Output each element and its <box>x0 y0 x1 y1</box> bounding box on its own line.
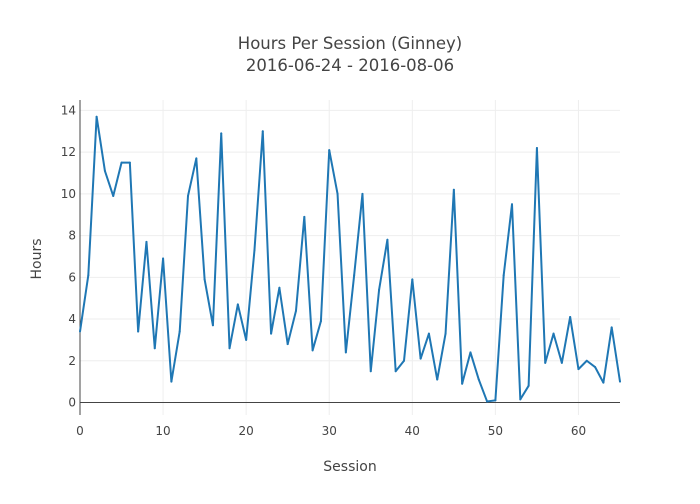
series-line <box>79 115 621 403</box>
chart-subtitle: 2016-06-24 - 2016-08-06 <box>245 56 455 75</box>
data-point <box>162 257 165 260</box>
data-point <box>403 359 405 362</box>
data-point <box>328 149 331 152</box>
series-hours <box>79 115 621 403</box>
data-point <box>153 347 156 350</box>
data-point <box>245 338 248 341</box>
data-point <box>527 384 530 387</box>
data-point <box>378 288 381 291</box>
data-point <box>494 399 497 402</box>
x-tick-label: 20 <box>239 424 254 438</box>
data-point <box>187 194 189 197</box>
x-tick-label: 50 <box>488 424 503 438</box>
data-point <box>502 274 505 277</box>
data-point <box>128 161 131 164</box>
data-point <box>137 330 140 333</box>
data-point <box>87 274 90 277</box>
data-point <box>286 343 289 346</box>
data-point <box>211 324 214 327</box>
data-point <box>178 330 181 333</box>
data-point <box>120 161 123 164</box>
data-point <box>535 146 538 149</box>
data-point <box>361 192 364 195</box>
y-tick-label: 12 <box>61 145 76 159</box>
data-point <box>261 130 264 133</box>
data-point <box>270 332 273 335</box>
data-point <box>594 366 597 369</box>
data-point <box>353 274 356 277</box>
data-point <box>336 192 339 195</box>
tick-labels: 0 10 20 30 40 50 60 0 2 4 6 8 10 12 14 <box>61 103 586 438</box>
data-point <box>103 169 106 172</box>
data-point <box>112 194 115 197</box>
x-axis-label: Session <box>323 459 376 475</box>
data-point <box>560 361 563 364</box>
x-tick-label: 60 <box>571 424 586 438</box>
data-point <box>610 326 613 329</box>
data-point <box>469 351 472 354</box>
data-point <box>145 240 148 243</box>
x-tick-label: 0 <box>76 424 84 438</box>
data-point <box>419 357 422 360</box>
data-point <box>486 400 489 403</box>
chart-title: Hours Per Session (Ginney) <box>237 34 463 53</box>
data-point <box>585 359 588 362</box>
y-tick-label: 6 <box>68 270 76 284</box>
data-point <box>344 351 347 354</box>
data-point <box>427 332 430 335</box>
y-tick-label: 0 <box>68 395 76 409</box>
data-point <box>519 398 522 401</box>
data-point <box>228 347 231 350</box>
y-tick-label: 14 <box>61 103 76 117</box>
data-point <box>552 332 555 335</box>
data-point <box>436 378 439 381</box>
data-point <box>444 332 447 335</box>
data-point <box>95 115 98 118</box>
data-point <box>411 278 414 281</box>
data-point <box>203 278 206 281</box>
data-point <box>220 132 223 135</box>
data-point <box>79 330 81 333</box>
data-point <box>170 380 173 383</box>
data-point <box>394 370 397 373</box>
data-point <box>386 238 389 241</box>
data-point <box>236 303 239 306</box>
x-tick-label: 30 <box>322 424 337 438</box>
data-point <box>452 188 455 191</box>
data-point <box>278 286 281 289</box>
data-point <box>319 320 322 323</box>
data-point <box>577 368 580 371</box>
data-point <box>511 203 513 206</box>
data-point <box>295 309 297 312</box>
data-point <box>195 157 198 160</box>
data-point <box>311 349 314 352</box>
y-tick-label: 10 <box>61 187 76 201</box>
data-point <box>544 361 547 364</box>
data-point <box>253 249 256 252</box>
x-tick-label: 10 <box>155 424 170 438</box>
y-tick-label: 2 <box>68 354 76 368</box>
data-point <box>303 215 306 218</box>
data-point <box>569 315 572 318</box>
y-tick-label: 8 <box>68 229 76 243</box>
axes <box>79 100 620 415</box>
grid-lines <box>80 100 620 415</box>
y-tick-label: 4 <box>68 312 76 326</box>
data-point <box>461 382 464 385</box>
data-point <box>369 370 372 373</box>
data-point <box>477 378 480 381</box>
chart-title-block: Hours Per Session (Ginney) 2016-06-24 - … <box>0 33 700 77</box>
y-axis-label: Hours <box>29 238 45 279</box>
data-point <box>619 380 621 383</box>
data-point <box>602 381 605 384</box>
x-tick-label: 40 <box>405 424 420 438</box>
